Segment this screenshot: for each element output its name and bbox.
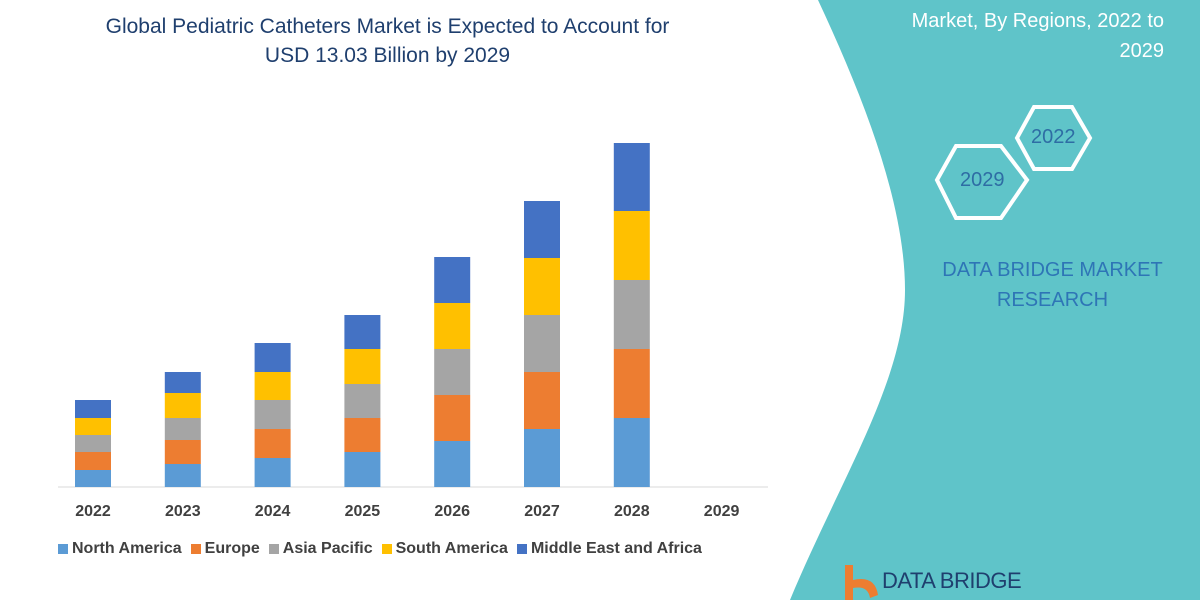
logo-text: DATA BRIDGE <box>882 568 1022 593</box>
bar-segment-2028-south-america <box>613 211 650 280</box>
legend-item: Middle East and Africa <box>516 540 702 558</box>
hexagon-2022 <box>1014 105 1093 171</box>
bar-segment-2024-north-america <box>254 458 291 487</box>
bar-segment-2028-north-america <box>613 418 650 487</box>
bar-segment-2028-europe <box>613 349 650 418</box>
bar-segment-2024-middle-east-and-africa <box>254 343 291 372</box>
bar-segment-2026-middle-east-and-africa <box>434 257 471 303</box>
bar-segment-2025-europe <box>344 418 381 452</box>
bar-segment-2025-asia-pacific <box>344 384 381 418</box>
x-tick-label: 2028 <box>614 503 650 520</box>
bar-segment-2025-north-america <box>344 452 381 487</box>
bar-segment-2026-north-america <box>434 441 471 487</box>
legend-label: South America <box>395 540 508 557</box>
legend-swatch <box>381 544 392 554</box>
x-tick-label: 2026 <box>434 503 470 520</box>
chart-title: Global Pediatric Catheters Market is Exp… <box>40 12 735 70</box>
bar-segment-2023-asia-pacific <box>164 418 201 440</box>
bar-segment-2028-middle-east-and-africa <box>613 143 650 211</box>
title-line-2: USD 13.03 Billion by 2029 <box>264 44 511 67</box>
bar-segment-2022-north-america <box>75 470 111 487</box>
legend: North America Europe Asia Pacific South Ame… <box>58 540 702 558</box>
bar-segment-2024-europe <box>254 429 291 458</box>
bar-segment-2024-south-america <box>254 372 291 400</box>
legend-label: North America <box>72 540 182 557</box>
brand-line-1: DATA BRIDGE MARKET <box>942 259 1163 281</box>
legend-item: South America <box>381 540 508 558</box>
logo-icon <box>845 565 878 600</box>
x-tick-label: 2027 <box>524 503 560 520</box>
bar-segment-2022-south-america <box>75 418 111 435</box>
x-tick-label: 2029 <box>703 503 740 520</box>
legend-label: Middle East and Africa <box>530 540 702 557</box>
bar-segment-2027-middle-east-and-africa <box>524 201 560 258</box>
hex-label-2022: 2022 <box>1031 126 1076 148</box>
side-title-line-2: 2029 <box>1119 40 1165 62</box>
bar-segment-2027-europe <box>524 372 560 429</box>
bar-segment-2027-south-america <box>524 258 560 315</box>
x-tick-label: 2025 <box>344 503 381 520</box>
bar-segment-2023-middle-east-and-africa <box>164 372 201 393</box>
legend-label: Asia Pacific <box>282 540 373 557</box>
bar-segment-2027-north-america <box>524 429 560 487</box>
legend-item: Europe <box>190 540 260 558</box>
legend-item: Asia Pacific <box>268 540 373 558</box>
legend-swatch <box>516 544 527 554</box>
bar-segment-2023-north-america <box>164 464 201 487</box>
bar-segment-2026-asia-pacific <box>434 349 471 395</box>
bar-segment-2023-europe <box>164 440 201 464</box>
side-panel <box>790 0 1200 600</box>
bar-segment-2022-europe <box>75 452 111 470</box>
legend-swatch <box>58 544 68 554</box>
hexagon-2029 <box>934 144 1030 220</box>
bar-segment-2023-south-america <box>164 393 201 418</box>
bar-segment-2028-asia-pacific <box>613 280 650 349</box>
legend-swatch <box>190 544 201 554</box>
bar-segment-2024-asia-pacific <box>254 400 291 429</box>
title-line-1: Global Pediatric Catheters Market is Exp… <box>105 15 670 38</box>
bar-segment-2022-middle-east-and-africa <box>75 400 111 418</box>
bars-group <box>75 143 650 487</box>
x-tick-label: 2022 <box>75 503 111 520</box>
bar-segment-2025-south-america <box>344 349 381 384</box>
bar-segment-2025-middle-east-and-africa <box>344 315 381 349</box>
brand-line-2: RESEARCH <box>996 289 1109 311</box>
hex-label-2029: 2029 <box>960 169 1005 191</box>
legend-label: Europe <box>204 540 260 557</box>
side-panel-title: Market, By Regions, 2022 to 2029 <box>844 6 1164 66</box>
bar-segment-2022-asia-pacific <box>75 435 111 452</box>
x-tick-label: 2024 <box>254 503 291 520</box>
legend-swatch <box>268 544 279 554</box>
brand-text: DATA BRIDGE MARKET RESEARCH <box>925 255 1180 315</box>
legend-item: North America <box>58 540 182 558</box>
x-tick-label: 2023 <box>165 503 201 520</box>
bar-segment-2026-europe <box>434 395 471 441</box>
bar-segment-2027-asia-pacific <box>524 315 560 372</box>
bar-segment-2026-south-america <box>434 303 471 349</box>
side-title-line-1: Market, By Regions, 2022 to <box>911 10 1164 32</box>
